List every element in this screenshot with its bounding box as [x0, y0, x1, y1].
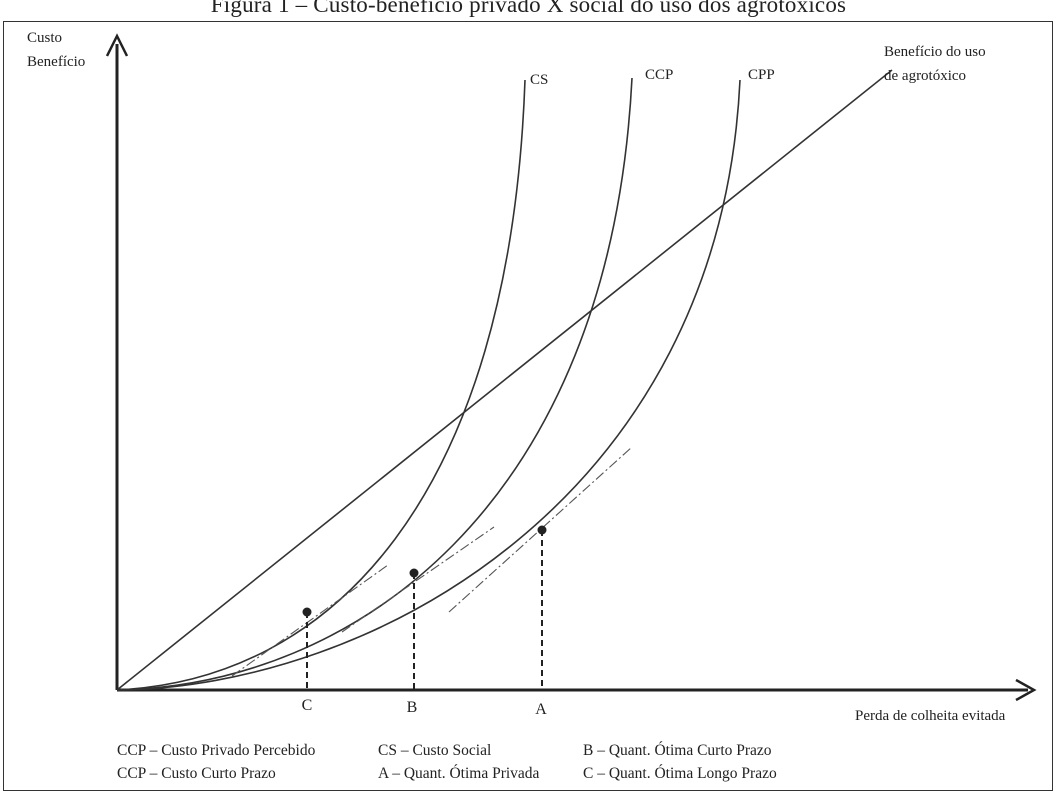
- point-b: [409, 568, 419, 578]
- legend-item: CS – Custo Social: [378, 742, 492, 759]
- point-a: [537, 525, 547, 535]
- series-cpp-curve: [116, 79, 741, 691]
- benefit-label-line1: Benefício do uso: [884, 44, 986, 60]
- series-ccp-curve: [116, 77, 633, 691]
- tangent-c: [231, 564, 389, 677]
- point-label-a: A: [535, 701, 547, 718]
- series-label-ccp: CCP: [645, 67, 673, 83]
- tangent-b: [341, 526, 495, 633]
- series-label-cpp: CPP: [748, 67, 775, 83]
- legend-item: CCP – Custo Curto Prazo: [117, 765, 276, 782]
- y-axis-label-line1: Custo: [27, 30, 62, 46]
- y-axis-label-line2: Benefício: [27, 54, 85, 70]
- legend-item: CCP – Custo Privado Percebido: [117, 742, 316, 759]
- x-axis-label: Perda de colheita evitada: [855, 708, 1006, 724]
- benefit-label-line2: de agrotóxico: [884, 68, 966, 84]
- y-axis-arrow: [105, 33, 129, 57]
- x-axis-arrow: [1015, 678, 1037, 702]
- benefit-line: [116, 69, 893, 691]
- point-c: [302, 607, 312, 617]
- series-cs-curve: [116, 79, 526, 691]
- legend-item: A – Quant. Ótima Privada: [378, 765, 540, 782]
- tangent-a: [448, 446, 633, 613]
- point-label-c: C: [302, 697, 313, 714]
- series-label-cs: CS: [530, 72, 548, 88]
- figure-title: Figura 1 – Custo-benefício privado X soc…: [210, 0, 847, 17]
- legend-item: C – Quant. Ótima Longo Prazo: [583, 765, 777, 782]
- legend-item: B – Quant. Ótima Curto Prazo: [583, 742, 772, 759]
- point-label-b: B: [407, 699, 418, 716]
